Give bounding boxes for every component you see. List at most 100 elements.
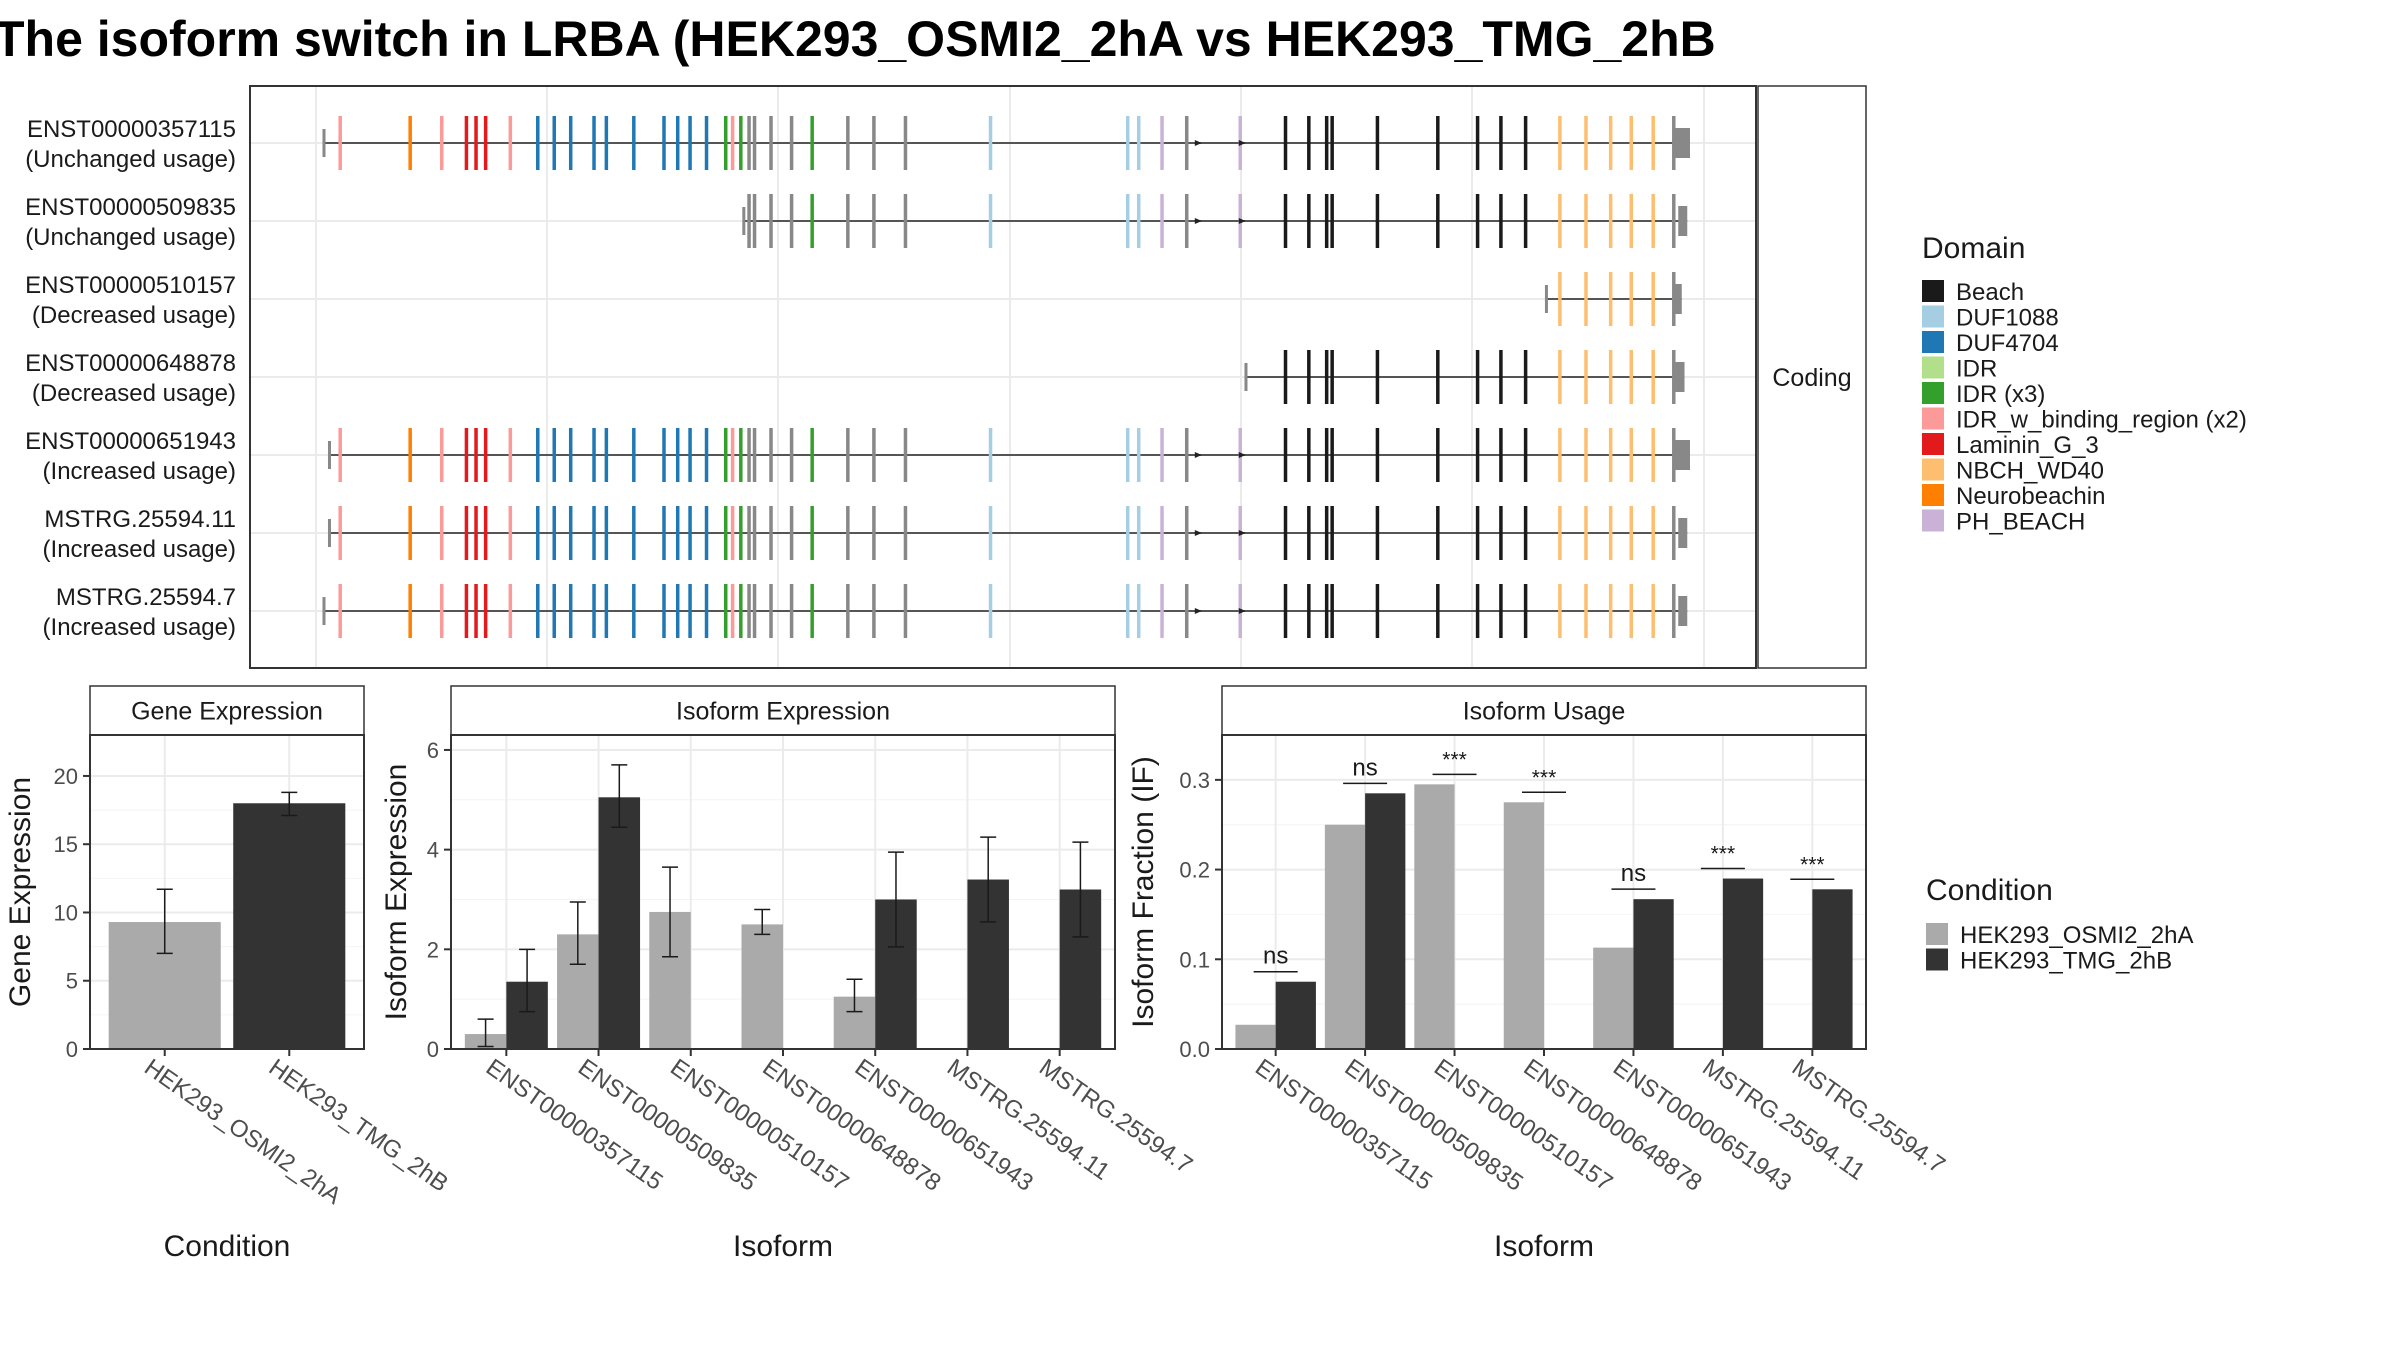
y-tick-label: 0.2 <box>1179 858 1210 883</box>
bar <box>1275 981 1316 1049</box>
isoform-expression-panel: Isoform Expression0246ENST00000357115ENS… <box>380 685 1197 1263</box>
bar <box>233 803 346 1049</box>
exon-mark <box>846 116 850 170</box>
y-tick-label: 4 <box>427 838 439 863</box>
exon-mark <box>592 116 596 170</box>
structure-strip <box>1757 85 1867 669</box>
bar <box>1235 1024 1276 1049</box>
exon-mark <box>1184 428 1189 482</box>
exon-mark <box>739 428 743 482</box>
exon-mark <box>1651 116 1655 170</box>
exon-mark <box>1608 116 1613 170</box>
utr-end <box>1674 128 1690 158</box>
exon-mark <box>474 116 478 170</box>
isoform-label-id: ENST00000651943 <box>25 428 236 455</box>
bar <box>1812 889 1853 1049</box>
isoform-label-id: ENST00000509835 <box>25 194 236 221</box>
exon-mark <box>1584 428 1588 482</box>
exon-mark <box>1283 116 1288 170</box>
exon-mark <box>789 584 794 638</box>
exon-mark <box>739 116 743 170</box>
isoform-label-id: MSTRG.25594.7 <box>56 584 236 611</box>
exon-mark <box>752 506 757 560</box>
exon-mark <box>604 584 609 638</box>
y-tick-label: 0.0 <box>1179 1037 1210 1062</box>
exon-mark <box>1523 194 1528 248</box>
exon-mark <box>1672 428 1676 482</box>
exon-mark <box>1651 428 1655 482</box>
exon-mark <box>872 428 876 482</box>
isoform-label-status: (Increased usage) <box>43 536 236 563</box>
exon-mark <box>568 428 573 482</box>
exon-mark <box>1584 272 1588 326</box>
exon-mark <box>723 428 728 482</box>
exon-mark <box>810 584 814 638</box>
exon-mark <box>688 428 692 482</box>
y-axis-title: Gene Expression <box>4 777 37 1007</box>
domain-legend-swatch <box>1922 433 1944 455</box>
exon-mark <box>730 116 735 170</box>
bar <box>741 924 783 1049</box>
exon-mark <box>1375 194 1380 248</box>
exon-mark <box>752 116 757 170</box>
exon-mark <box>1523 584 1528 638</box>
exon-mark <box>1558 272 1562 326</box>
domain-legend-swatch <box>1922 509 1944 532</box>
exon-mark <box>474 506 478 560</box>
utr-end <box>1672 284 1682 314</box>
y-tick-label: 0 <box>427 1037 439 1062</box>
exon-mark <box>1375 428 1380 482</box>
utr-start <box>327 441 331 469</box>
exon-mark <box>662 428 666 482</box>
exon-mark <box>1125 428 1130 482</box>
utr-end <box>1678 206 1688 236</box>
exon-mark <box>1330 350 1334 404</box>
exon-mark <box>1629 350 1634 404</box>
bar <box>1365 793 1406 1049</box>
exon-mark <box>1436 506 1440 560</box>
exon-mark <box>439 584 444 638</box>
exon-mark <box>1629 506 1634 560</box>
y-tick-label: 15 <box>54 832 78 857</box>
utr-start <box>322 129 326 157</box>
bar <box>1722 878 1764 1049</box>
exon-mark <box>1324 116 1329 170</box>
direction-arrow <box>1238 218 1246 224</box>
exon-mark <box>1324 428 1329 482</box>
exon-mark <box>408 506 412 560</box>
exon-mark <box>1375 350 1380 404</box>
exon-mark <box>536 116 540 170</box>
condition-legend-label: HEK293_TMG_2hB <box>1960 948 2172 975</box>
exon-mark <box>1136 194 1141 248</box>
exon-mark <box>688 506 692 560</box>
exon-mark <box>988 506 993 560</box>
direction-arrow <box>1194 608 1202 614</box>
isoform-label-status: (Decreased usage) <box>32 302 236 329</box>
exon-mark <box>1125 506 1130 560</box>
exon-mark <box>988 428 993 482</box>
domain-legend-label: Neurobeachin <box>1956 483 2105 510</box>
exon-mark <box>1608 194 1613 248</box>
y-tick-label: 10 <box>54 900 78 925</box>
figure-title: The isoform switch in LRBA (HEK293_OSMI2… <box>0 11 1716 67</box>
exon-mark <box>632 584 636 638</box>
exon-mark <box>1651 194 1655 248</box>
exon-mark <box>1608 350 1613 404</box>
exon-mark <box>1629 194 1634 248</box>
exon-mark <box>439 506 444 560</box>
exon-mark <box>1160 584 1164 638</box>
exon-mark <box>1307 116 1311 170</box>
exon-mark <box>1651 272 1655 326</box>
exon-mark <box>872 506 876 560</box>
exon-mark <box>474 428 478 482</box>
structure-panel-border <box>249 85 1757 669</box>
exon-mark <box>1672 194 1676 248</box>
exon-mark <box>704 428 709 482</box>
exon-mark <box>1629 116 1634 170</box>
exon-mark <box>872 116 876 170</box>
domain-legend-title: Domain <box>1922 232 2025 265</box>
exon-mark <box>439 116 444 170</box>
utr-start <box>327 519 331 547</box>
exon-mark <box>1523 116 1528 170</box>
